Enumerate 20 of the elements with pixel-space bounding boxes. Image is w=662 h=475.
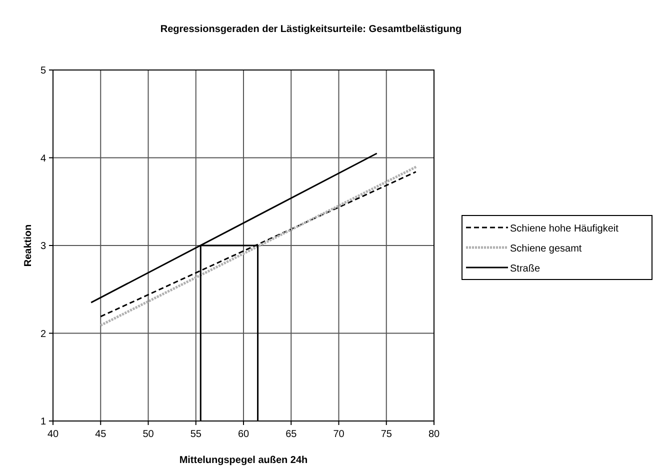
legend-label: Schiene gesamt [510,244,582,254]
y-tick-label: 4 [40,153,46,164]
legend-label: Schiene hohe Häufigkeit [510,224,619,234]
y-tick-label: 2 [40,328,46,340]
y-axis-title: Reaktion [23,224,34,267]
x-tick-label: 55 [190,429,202,440]
x-tick-label: 45 [95,429,107,440]
x-axis-title: Mittelungspegel außen 24h [179,455,308,466]
legend-label: Straße [510,264,540,274]
x-tick-label: 60 [238,429,250,440]
chart-title: Regressionsgeraden der Lästigkeitsurteile: Gesamtbelästigung [160,24,462,35]
x-tick-label: 70 [333,429,345,440]
x-tick-label: 50 [142,429,154,440]
x-tick-label: 80 [428,429,440,440]
y-tick-label: 1 [40,416,46,428]
y-tick-label: 5 [40,66,46,76]
x-tick-label: 65 [286,429,298,440]
x-tick-label: 40 [47,429,59,440]
y-tick-label: 3 [40,241,46,252]
x-tick-label: 75 [380,429,392,440]
